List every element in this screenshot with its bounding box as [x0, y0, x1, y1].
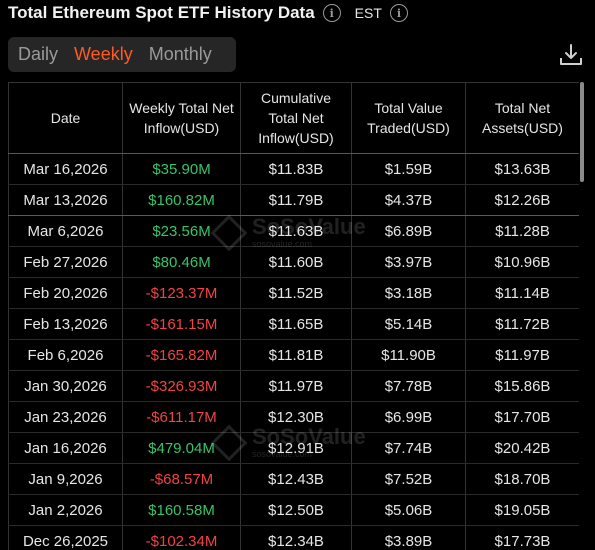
- column-header-date[interactable]: Date: [8, 82, 123, 154]
- cell-date: Jan 30,2026: [8, 370, 123, 402]
- cell-net-assets: $11.97B: [465, 339, 579, 371]
- cell-date: Jan 9,2026: [8, 463, 123, 495]
- cell-weekly-inflow: $23.56M: [122, 215, 241, 247]
- cell-weekly-inflow: -$123.37M: [122, 277, 241, 309]
- table-row: Jan 23,2026 -$611.17M $12.30B $6.99B $17.70B: [8, 401, 579, 433]
- history-table: Date Weekly Total Net Inflow(USD) Cumula…: [8, 82, 579, 550]
- cell-net-assets: $20.42B: [465, 432, 579, 464]
- cell-value-traded: $1.59B: [351, 153, 466, 185]
- tab-daily[interactable]: Daily: [18, 44, 59, 64]
- table-scrollbar[interactable]: [580, 82, 584, 182]
- tab-monthly[interactable]: Monthly: [148, 44, 212, 64]
- page-title: Total Ethereum Spot ETF History Data: [8, 3, 315, 22]
- cell-value-traded: $7.74B: [351, 432, 466, 464]
- column-header-cumulative-inflow[interactable]: Cumulative Total Net Inflow(USD): [240, 82, 352, 154]
- cell-date: Feb 20,2026: [8, 277, 123, 309]
- history-table-container[interactable]: Date Weekly Total Net Inflow(USD) Cumula…: [8, 82, 579, 550]
- table-header-row: Date Weekly Total Net Inflow(USD) Cumula…: [8, 82, 579, 154]
- cell-cumulative-inflow: $11.65B: [240, 308, 352, 340]
- cell-weekly-inflow: -$326.93M: [122, 370, 241, 402]
- cell-net-assets: $19.05B: [465, 494, 579, 526]
- table-row: Mar 6,2026 $23.56M $11.63B $6.89B $11.28B: [8, 215, 579, 247]
- cell-cumulative-inflow: $11.79B: [240, 184, 352, 216]
- cell-weekly-inflow: -$611.17M: [122, 401, 241, 433]
- cell-value-traded: $3.89B: [351, 525, 466, 550]
- info-icon[interactable]: i: [322, 4, 341, 22]
- cell-value-traded: $6.89B: [351, 215, 466, 247]
- table-row: Jan 2,2026 $160.58M $12.50B $5.06B $19.05B: [8, 494, 579, 526]
- table-row: Feb 20,2026 -$123.37M $11.52B $3.18B $11.14B: [8, 277, 579, 309]
- cell-weekly-inflow: $80.46M: [122, 246, 241, 278]
- cell-value-traded: $3.97B: [351, 246, 466, 278]
- cell-cumulative-inflow: $11.81B: [240, 339, 352, 371]
- timezone-label: EST: [354, 5, 382, 21]
- cell-cumulative-inflow: $12.34B: [240, 525, 352, 550]
- cell-value-traded: $5.14B: [351, 308, 466, 340]
- cell-net-assets: $11.14B: [465, 277, 579, 309]
- cell-net-assets: $10.96B: [465, 246, 579, 278]
- column-header-value-traded[interactable]: Total Value Traded(USD): [351, 82, 466, 154]
- cell-net-assets: $18.70B: [465, 463, 579, 495]
- cell-net-assets: $11.72B: [465, 308, 579, 340]
- table-row: Mar 16,2026 $35.90M $11.83B $1.59B $13.63B: [8, 153, 579, 185]
- cell-weekly-inflow: -$68.57M: [122, 463, 241, 495]
- period-tabs: Daily Weekly Monthly: [8, 37, 236, 72]
- cell-weekly-inflow: -$165.82M: [122, 339, 241, 371]
- download-icon[interactable]: [558, 42, 584, 68]
- cell-net-assets: $15.86B: [465, 370, 579, 402]
- cell-date: Jan 23,2026: [8, 401, 123, 433]
- cell-value-traded: $5.06B: [351, 494, 466, 526]
- cell-date: Jan 16,2026: [8, 432, 123, 464]
- cell-net-assets: $11.28B: [465, 215, 579, 247]
- cell-weekly-inflow: $160.58M: [122, 494, 241, 526]
- cell-date: Jan 2,2026: [8, 494, 123, 526]
- cell-date: Dec 26,2025: [8, 525, 123, 550]
- cell-weekly-inflow: -$102.34M: [122, 525, 241, 550]
- cell-cumulative-inflow: $12.50B: [240, 494, 352, 526]
- cell-net-assets: $17.73B: [465, 525, 579, 550]
- cell-net-assets: $17.70B: [465, 401, 579, 433]
- cell-weekly-inflow: -$161.15M: [122, 308, 241, 340]
- cell-date: Mar 13,2026: [8, 184, 123, 216]
- cell-value-traded: $4.37B: [351, 184, 466, 216]
- cell-cumulative-inflow: $11.60B: [240, 246, 352, 278]
- cell-net-assets: $13.63B: [465, 153, 579, 185]
- table-row: Feb 6,2026 -$165.82M $11.81B $11.90B $11.97B: [8, 339, 579, 371]
- table-row: Dec 26,2025 -$102.34M $12.34B $3.89B $17.73B: [8, 525, 579, 550]
- cell-weekly-inflow: $35.90M: [122, 153, 241, 185]
- cell-cumulative-inflow: $11.63B: [240, 215, 352, 247]
- cell-date: Mar 6,2026: [8, 215, 123, 247]
- table-row: Jan 16,2026 $479.04M $12.91B $7.74B $20.42B: [8, 432, 579, 464]
- table-row: Feb 27,2026 $80.46M $11.60B $3.97B $10.96B: [8, 246, 579, 278]
- cell-cumulative-inflow: $11.52B: [240, 277, 352, 309]
- table-row: Mar 13,2026 $160.82M $11.79B $4.37B $12.26B: [8, 184, 579, 216]
- cell-cumulative-inflow: $11.97B: [240, 370, 352, 402]
- cell-value-traded: $6.99B: [351, 401, 466, 433]
- timezone-info-icon[interactable]: i: [389, 4, 408, 22]
- tab-weekly[interactable]: Weekly: [74, 44, 133, 64]
- cell-date: Feb 27,2026: [8, 246, 123, 278]
- table-row: Feb 13,2026 -$161.15M $11.65B $5.14B $11.72B: [8, 308, 579, 340]
- cell-date: Mar 16,2026: [8, 153, 123, 185]
- page-header: Total Ethereum Spot ETF History Data i E…: [8, 0, 408, 26]
- cell-value-traded: $7.78B: [351, 370, 466, 402]
- cell-cumulative-inflow: $11.83B: [240, 153, 352, 185]
- cell-cumulative-inflow: $12.30B: [240, 401, 352, 433]
- cell-cumulative-inflow: $12.91B: [240, 432, 352, 464]
- cell-cumulative-inflow: $12.43B: [240, 463, 352, 495]
- table-body: Mar 16,2026 $35.90M $11.83B $1.59B $13.63B Ma…: [8, 153, 579, 550]
- cell-value-traded: $3.18B: [351, 277, 466, 309]
- table-row: Jan 30,2026 -$326.93M $11.97B $7.78B $15.86B: [8, 370, 579, 402]
- cell-date: Feb 6,2026: [8, 339, 123, 371]
- cell-net-assets: $12.26B: [465, 184, 579, 216]
- cell-value-traded: $11.90B: [351, 339, 466, 371]
- cell-date: Feb 13,2026: [8, 308, 123, 340]
- cell-value-traded: $7.52B: [351, 463, 466, 495]
- table-row: Jan 9,2026 -$68.57M $12.43B $7.52B $18.70B: [8, 463, 579, 495]
- cell-weekly-inflow: $160.82M: [122, 184, 241, 216]
- column-header-weekly-inflow[interactable]: Weekly Total Net Inflow(USD): [122, 82, 241, 154]
- cell-weekly-inflow: $479.04M: [122, 432, 241, 464]
- column-header-net-assets[interactable]: Total Net Assets(USD): [465, 82, 579, 154]
